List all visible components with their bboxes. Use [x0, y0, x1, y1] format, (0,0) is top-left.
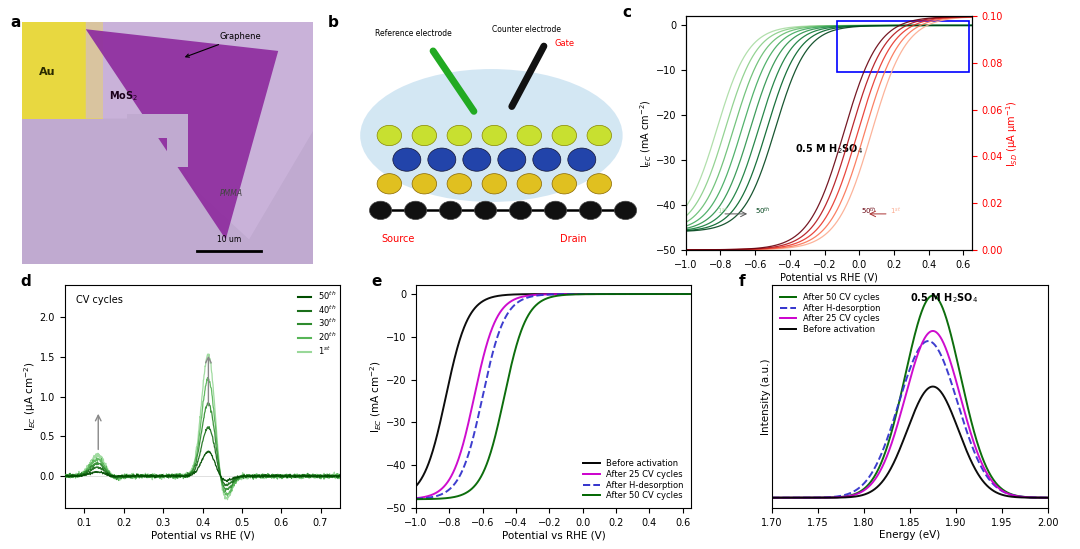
Circle shape	[393, 148, 421, 171]
Text: 1$^{st}$: 1$^{st}$	[717, 205, 728, 216]
Text: 10 um: 10 um	[216, 235, 241, 244]
Polygon shape	[126, 114, 188, 167]
Circle shape	[615, 201, 636, 220]
Circle shape	[510, 201, 531, 220]
Text: 0.5 M H$_2$SO$_4$: 0.5 M H$_2$SO$_4$	[909, 291, 978, 305]
Circle shape	[440, 201, 461, 220]
Polygon shape	[85, 29, 279, 239]
X-axis label: Potential vs RHE (V): Potential vs RHE (V)	[150, 530, 255, 540]
Bar	[837, 21, 969, 72]
X-axis label: Potential vs RHE (V): Potential vs RHE (V)	[501, 530, 606, 540]
Circle shape	[377, 173, 402, 194]
Circle shape	[580, 201, 602, 220]
Circle shape	[377, 125, 402, 145]
Text: Reference electrode: Reference electrode	[375, 30, 451, 38]
Legend: 50$^{th}$, 40$^{th}$, 30$^{th}$, 20$^{th}$, 1$^{st}$: 50$^{th}$, 40$^{th}$, 30$^{th}$, 20$^{th…	[298, 290, 336, 357]
Text: PMMA: PMMA	[220, 189, 243, 198]
Polygon shape	[22, 22, 313, 264]
Circle shape	[413, 125, 436, 145]
Polygon shape	[85, 22, 313, 239]
Y-axis label: Intensity (a.u.): Intensity (a.u.)	[760, 358, 771, 435]
Y-axis label: I$_{EC}$ (mA cm$^{-2}$): I$_{EC}$ (mA cm$^{-2}$)	[368, 360, 384, 433]
Text: Au: Au	[39, 67, 55, 77]
Text: 50$^{th}$: 50$^{th}$	[755, 205, 771, 216]
Circle shape	[447, 173, 472, 194]
Text: f: f	[739, 274, 746, 289]
Circle shape	[482, 173, 507, 194]
Text: Gate: Gate	[554, 39, 575, 48]
Circle shape	[482, 125, 507, 145]
Text: Graphene: Graphene	[186, 32, 261, 57]
Circle shape	[588, 173, 611, 194]
Circle shape	[369, 201, 392, 220]
Circle shape	[428, 148, 456, 171]
Circle shape	[413, 173, 436, 194]
Ellipse shape	[361, 69, 623, 202]
Y-axis label: I$_{SD}$ (μA μm$^{-1}$): I$_{SD}$ (μA μm$^{-1}$)	[1004, 100, 1021, 166]
Circle shape	[544, 201, 567, 220]
Text: 50$^{th}$: 50$^{th}$	[861, 205, 877, 216]
Text: CV cycles: CV cycles	[76, 295, 123, 305]
Circle shape	[447, 125, 472, 145]
Text: 1$^{st}$: 1$^{st}$	[891, 205, 902, 216]
Text: Drain: Drain	[559, 234, 586, 244]
Legend: Before activation, After 25 CV cycles, After H-desorption, After 50 CV cycles: Before activation, After 25 CV cycles, A…	[580, 456, 687, 503]
Circle shape	[405, 201, 427, 220]
Text: b: b	[328, 15, 339, 30]
Text: Source: Source	[381, 234, 415, 244]
Circle shape	[588, 125, 611, 145]
Text: Counter electrode: Counter electrode	[491, 25, 561, 33]
Y-axis label: I$_{EC}$ (mA cm$^{-2}$): I$_{EC}$ (mA cm$^{-2}$)	[638, 99, 654, 167]
Circle shape	[474, 201, 497, 220]
Circle shape	[532, 148, 561, 171]
Text: MoS$_2$: MoS$_2$	[109, 89, 138, 103]
Text: e: e	[372, 274, 382, 289]
Text: c: c	[623, 5, 632, 20]
Y-axis label: I$_{EC}$ (μA cm$^{-2}$): I$_{EC}$ (μA cm$^{-2}$)	[23, 362, 38, 432]
X-axis label: Energy (eV): Energy (eV)	[879, 530, 941, 540]
Text: a: a	[10, 15, 21, 30]
Text: d: d	[21, 274, 31, 289]
Circle shape	[552, 125, 577, 145]
Circle shape	[568, 148, 596, 171]
Circle shape	[498, 148, 526, 171]
Circle shape	[517, 173, 541, 194]
Legend: After 50 CV cycles, After H-desorption, After 25 CV cycles, Before activation: After 50 CV cycles, After H-desorption, …	[777, 290, 883, 337]
Circle shape	[517, 125, 541, 145]
Text: 0.5 M H$_2$SO$_4$: 0.5 M H$_2$SO$_4$	[795, 142, 863, 155]
Circle shape	[463, 148, 490, 171]
Circle shape	[552, 173, 577, 194]
Polygon shape	[22, 22, 104, 119]
X-axis label: Potential vs RHE (V): Potential vs RHE (V)	[780, 272, 878, 282]
